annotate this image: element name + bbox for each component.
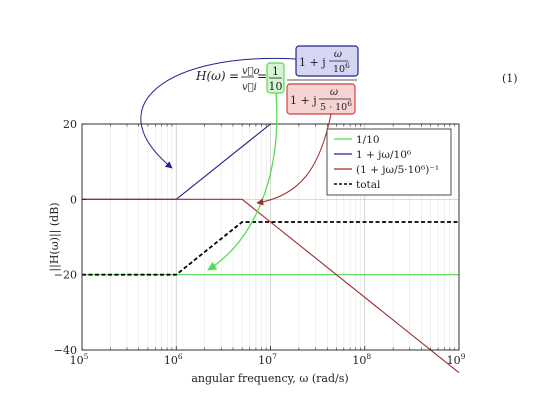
gain-term-denominator: 10 (269, 80, 283, 93)
tick-marks (81, 123, 460, 351)
gain-term-numerator: 1 (272, 65, 279, 78)
equation-ratio-numerator: v⃗o (242, 66, 260, 77)
pole-term-prefix: 1 + j (290, 94, 317, 107)
x-tick-labels: 105 106 107 108 109 (70, 352, 466, 367)
y-tick-label: 20 (63, 118, 77, 131)
pole-term-denominator: 5 · 106 (320, 99, 352, 113)
legend-box (326, 128, 452, 196)
zero-term-prefix: 1 + j (299, 56, 326, 69)
x-axis-label: angular frequency, ω (rad/s) (191, 372, 348, 385)
transfer-function-equation: H(ω) = v⃗o v⃗i = 1 10 1 + j ω 106 1 + j … (195, 45, 518, 115)
x-tick-label: 105 (70, 352, 89, 367)
zero-term-box (295, 45, 359, 77)
zero-term-numerator: ω (334, 49, 342, 60)
y-tick-label: −40 (54, 344, 77, 357)
legend-label-gain: 1/10 (356, 134, 380, 146)
x-tick-label: 106 (164, 352, 183, 367)
y-tick-labels: 20 0 −20 −40 (54, 118, 77, 357)
equation-equals-2: = (257, 69, 267, 83)
legend-label-zero: 1 + jω/10⁶ (356, 149, 411, 161)
equation-equals-1: = (229, 69, 239, 83)
pole-term-numerator: ω (330, 87, 338, 98)
series-total-line (82, 221, 459, 276)
x-tick-label: 107 (258, 352, 277, 367)
zero-term-denominator: 106 (333, 61, 350, 75)
legend-label-pole: (1 + jω/5·10⁶)⁻¹ (356, 164, 439, 176)
legend: 1/10 1 + jω/10⁶ (1 + jω/5·10⁶)⁻¹ total (326, 128, 452, 196)
legend-label-total: total (356, 179, 381, 191)
equation-number: (1) (502, 72, 518, 85)
series-layer (82, 123, 460, 374)
equation-lhs: H(ω) (195, 69, 226, 83)
y-tick-label: −20 (54, 269, 77, 282)
series-pole-line (82, 198, 460, 374)
x-tick-label: 109 (447, 352, 466, 367)
x-tick-label: 108 (352, 352, 371, 367)
zero-term-arrow (140, 57, 297, 169)
y-tick-label: 0 (70, 193, 77, 206)
pole-term-arrow (256, 113, 332, 206)
equation-ratio-denominator: v⃗i (242, 82, 257, 93)
y-axis-label: ||H(ω)|| (dB) (48, 202, 62, 271)
